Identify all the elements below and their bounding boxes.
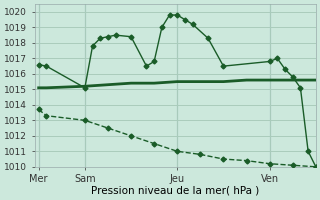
- X-axis label: Pression niveau de la mer( hPa ): Pression niveau de la mer( hPa ): [91, 186, 260, 196]
